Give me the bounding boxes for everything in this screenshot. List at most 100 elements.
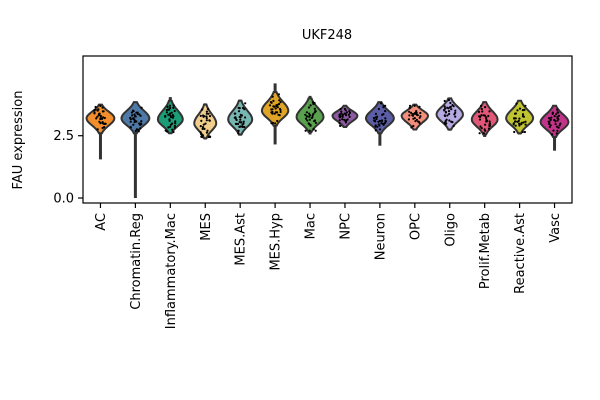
point-MES <box>201 134 204 137</box>
point-Inflammatory.Mac <box>174 120 177 123</box>
point-Vasc <box>555 113 558 116</box>
point-MES <box>205 131 208 134</box>
point-NPC <box>340 110 343 113</box>
point-AC <box>93 109 96 112</box>
point-NPC <box>341 115 344 118</box>
point-OPC <box>414 120 417 123</box>
point-Vasc <box>553 118 556 122</box>
violin-Neuron <box>365 101 395 135</box>
point-Inflammatory.Mac <box>164 129 167 132</box>
point-Prolif.Metab <box>488 124 491 127</box>
point-AC <box>96 128 99 131</box>
point-AC <box>99 117 102 121</box>
point-OPC <box>418 116 421 119</box>
point-MES <box>200 133 203 136</box>
point-Mac <box>308 118 311 121</box>
point-NPC <box>348 111 352 114</box>
point-Reactive.Ast <box>514 117 517 120</box>
point-AC <box>101 126 104 130</box>
point-Mac <box>305 111 308 114</box>
point-MES.Hyp <box>274 122 277 125</box>
point-MES <box>206 129 209 132</box>
point-Oligo <box>448 112 451 116</box>
x-tick-label-Vasc: Vasc <box>548 213 563 243</box>
point-Chromatin.Reg <box>130 111 133 114</box>
point-OPC <box>418 105 421 108</box>
point-AC <box>98 120 101 123</box>
point-NPC <box>345 114 348 117</box>
point-Prolif.Metab <box>477 110 481 113</box>
point-NPC <box>339 107 342 111</box>
point-Inflammatory.Mac <box>172 130 175 134</box>
point-MES.Hyp <box>272 99 275 102</box>
x-tick-label-Oligo: Oligo <box>443 213 458 247</box>
point-Prolif.Metab <box>478 132 481 135</box>
point-Prolif.Metab <box>480 127 483 130</box>
point-Reactive.Ast <box>523 130 527 134</box>
point-Reactive.Ast <box>524 120 527 123</box>
point-Chromatin.Reg <box>139 122 142 125</box>
point-Inflammatory.Mac <box>168 119 171 122</box>
point-Prolif.Metab <box>481 110 484 113</box>
point-OPC <box>408 110 411 113</box>
point-Oligo <box>452 124 455 128</box>
y-axis: 0.0 2.5 <box>53 129 83 207</box>
point-MES.Ast <box>241 125 244 128</box>
point-Neuron <box>377 107 380 111</box>
point-Vasc <box>555 125 559 128</box>
point-NPC <box>339 124 342 127</box>
point-Vasc <box>548 117 551 120</box>
point-Prolif.Metab <box>479 115 482 118</box>
point-Chromatin.Reg <box>135 128 138 131</box>
point-Prolif.Metab <box>479 125 482 128</box>
point-Neuron <box>375 117 378 121</box>
point-Oligo <box>446 114 449 117</box>
point-AC <box>101 106 104 109</box>
point-Inflammatory.Mac <box>172 106 175 109</box>
point-Reactive.Ast <box>521 113 525 116</box>
point-MES.Hyp <box>273 105 276 108</box>
point-Neuron <box>380 119 383 122</box>
x-tick-label-Neuron: Neuron <box>373 213 388 260</box>
point-Neuron <box>384 119 387 122</box>
point-Prolif.Metab <box>485 117 488 120</box>
point-OPC <box>408 114 411 117</box>
point-Inflammatory.Mac <box>164 114 167 118</box>
point-MES.Ast <box>237 110 241 113</box>
point-Prolif.Metab <box>488 120 491 123</box>
point-Vasc <box>557 126 560 129</box>
point-MES.Ast <box>241 123 244 126</box>
point-Prolif.Metab <box>484 106 487 109</box>
point-Chromatin.Reg <box>139 127 142 130</box>
point-Prolif.Metab <box>483 128 486 131</box>
point-Oligo <box>447 110 451 113</box>
point-Neuron <box>384 110 387 113</box>
point-OPC <box>408 104 412 107</box>
point-MES.Ast <box>236 122 240 126</box>
point-OPC <box>412 124 415 128</box>
point-NPC <box>340 112 343 115</box>
point-Neuron <box>378 128 382 131</box>
point-Neuron <box>377 123 380 126</box>
point-Oligo <box>454 111 457 114</box>
point-MES <box>199 125 202 128</box>
point-Inflammatory.Mac <box>169 125 172 128</box>
point-OPC <box>413 117 416 120</box>
point-Mac <box>307 106 311 109</box>
point-Oligo <box>451 121 454 124</box>
point-Neuron <box>372 117 375 120</box>
point-Chromatin.Reg <box>129 126 132 129</box>
point-Oligo <box>443 99 446 103</box>
x-tick-label-AC: AC <box>94 213 109 231</box>
point-Reactive.Ast <box>524 123 527 126</box>
point-MES.Hyp <box>279 110 282 114</box>
point-Oligo <box>443 114 446 117</box>
point-MES <box>202 123 205 126</box>
point-Neuron <box>382 106 385 109</box>
point-Vasc <box>556 119 559 122</box>
point-OPC <box>407 118 410 121</box>
point-MES.Ast <box>237 129 240 132</box>
point-MES.Hyp <box>275 105 278 108</box>
point-MES.Hyp <box>277 113 280 116</box>
point-Vasc <box>554 123 557 126</box>
